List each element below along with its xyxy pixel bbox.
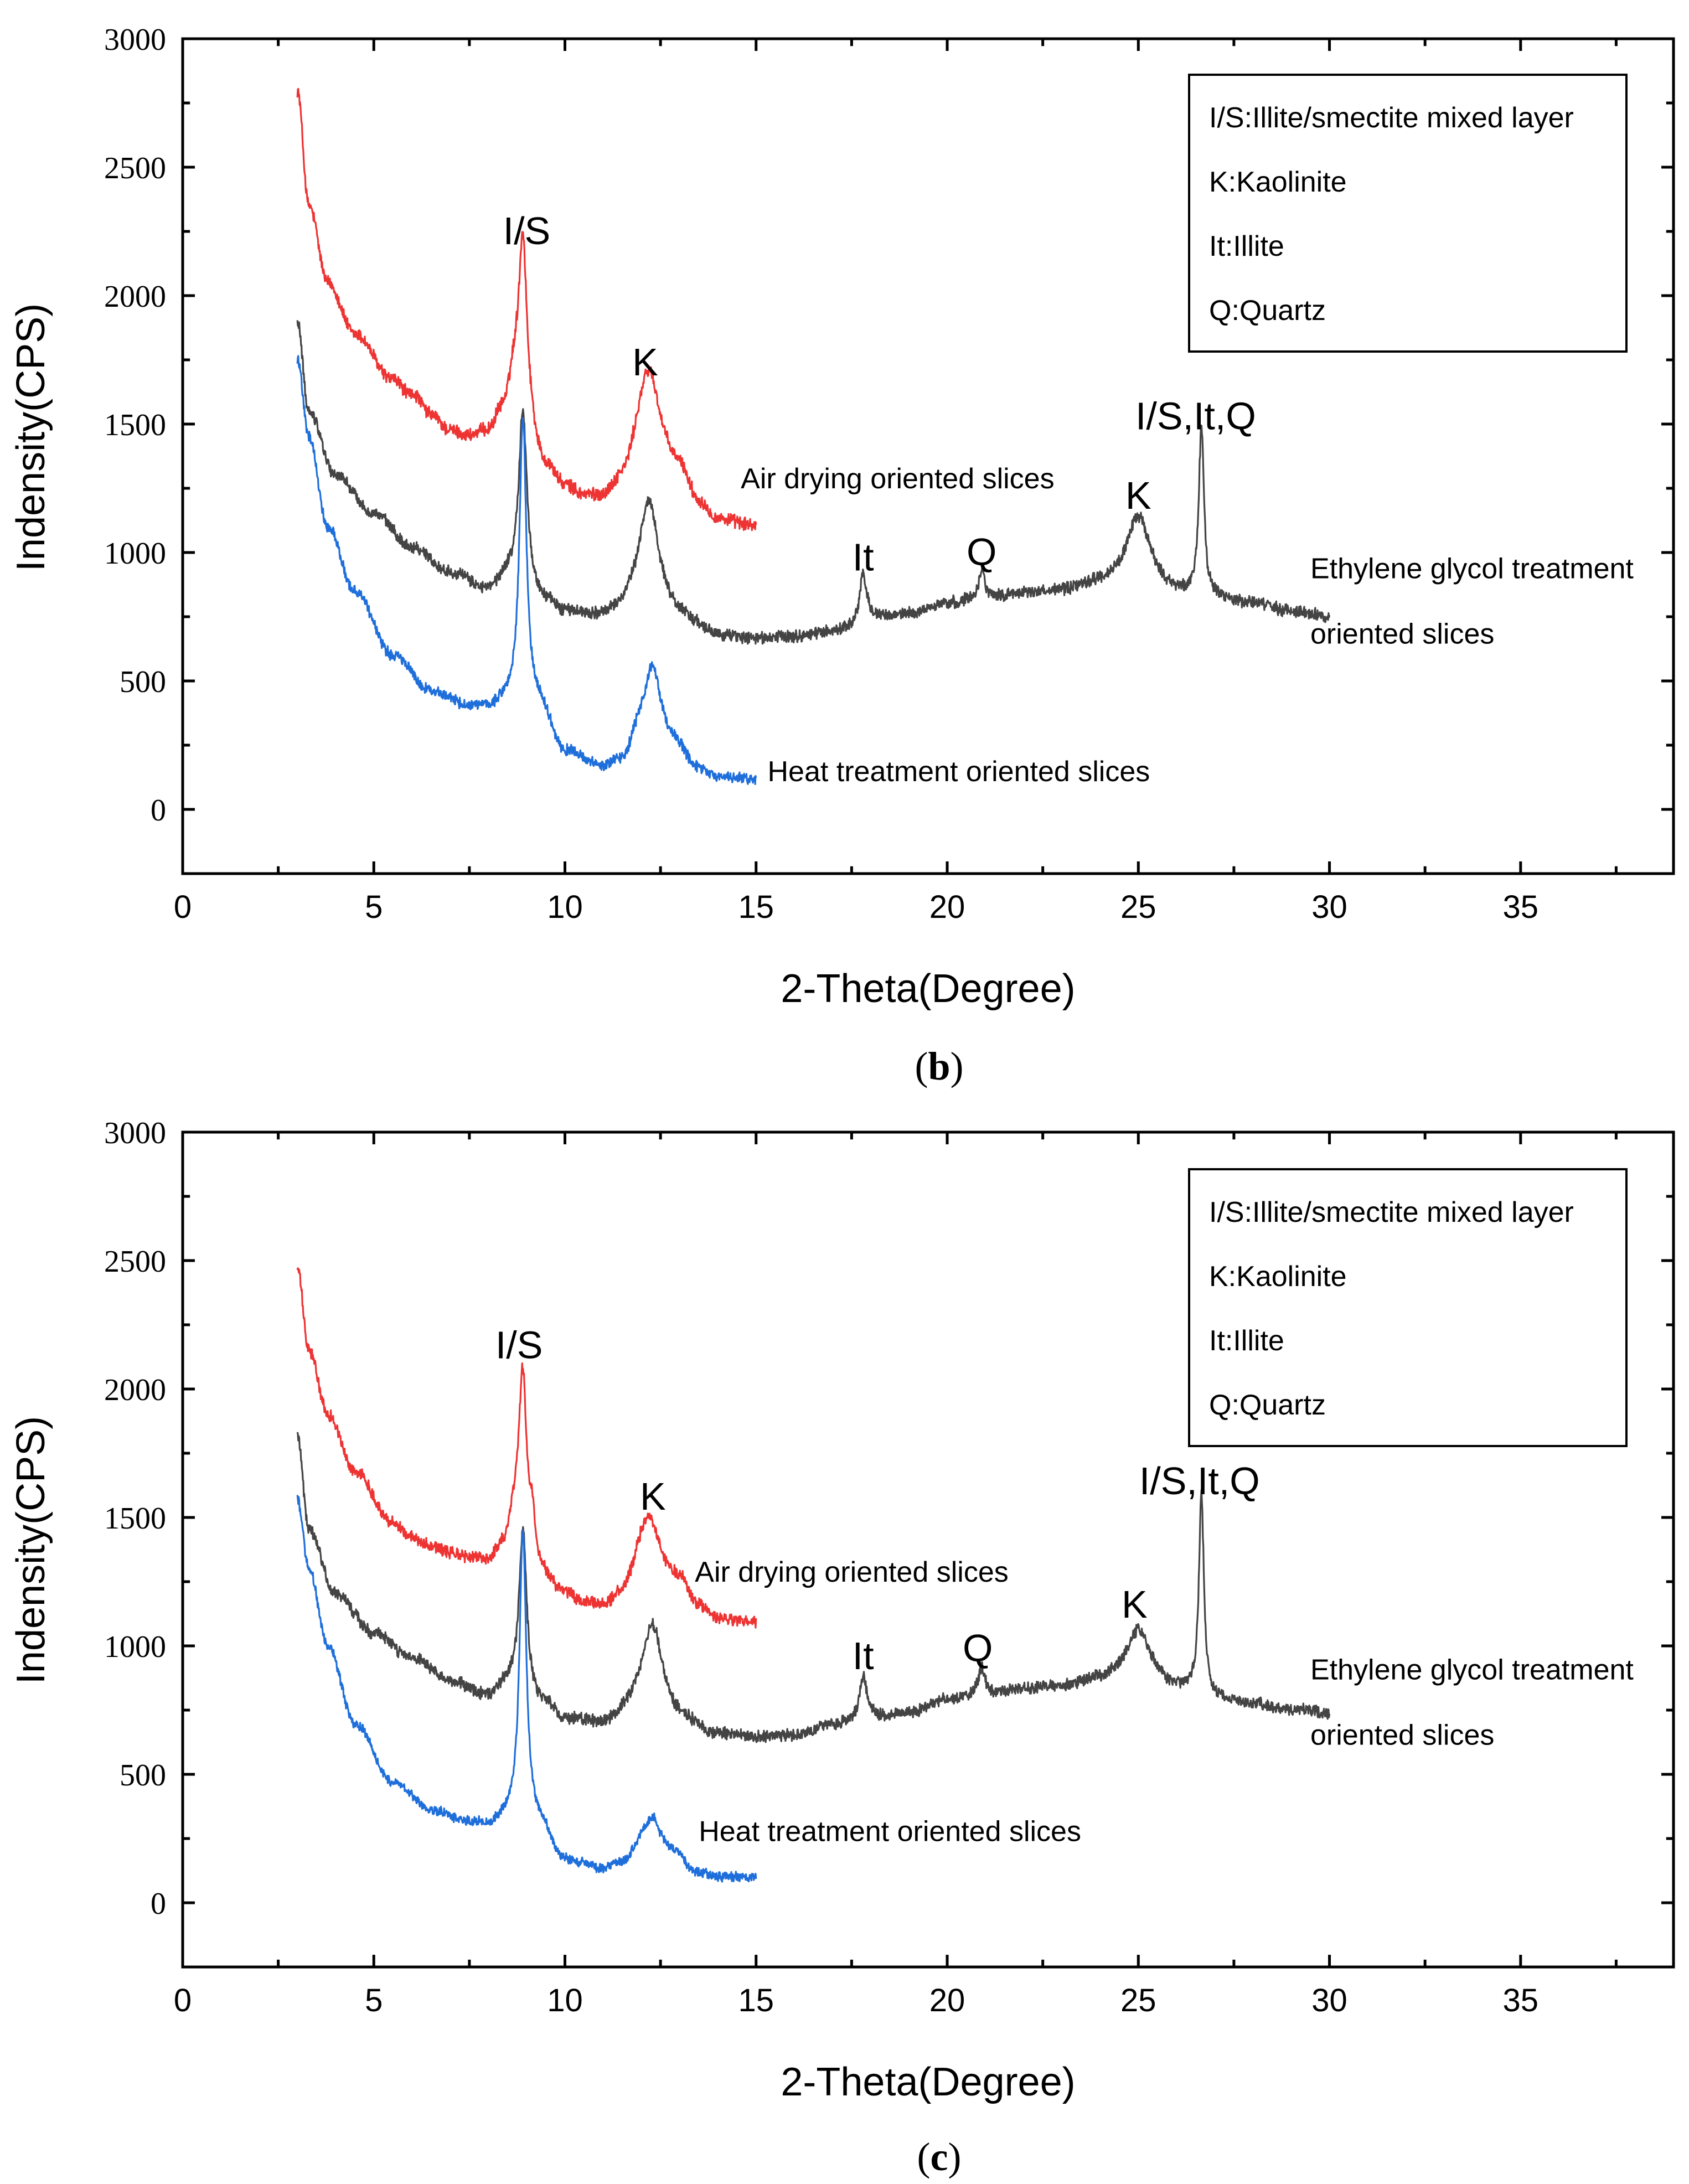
- x-tick-label: 30: [1311, 889, 1347, 925]
- series-line-2: [296, 320, 1331, 645]
- legend-item: It:Illite: [1209, 1325, 1284, 1357]
- legend-item: K:Kaolinite: [1209, 1261, 1347, 1293]
- legend: I/S:Illite/smectite mixed layer K:Kaolini…: [1188, 74, 1628, 353]
- y-tick-label: 2000: [104, 1373, 166, 1407]
- peak-annotation: K: [1125, 474, 1151, 517]
- peak-annotation: Q: [967, 530, 996, 574]
- plot-frame: [181, 37, 1675, 875]
- legend-item: I/S:Illite/smectite mixed layer: [1209, 102, 1574, 134]
- x-tick-label: 10: [547, 889, 583, 925]
- y-axis-title: Indensity(CPS): [9, 1416, 53, 1684]
- y-tick-label: 2000: [104, 280, 166, 314]
- series-label-3: Heat treatment oriented slices: [767, 756, 1150, 788]
- x-tick-label: 20: [929, 889, 965, 925]
- legend-item: Q:Quartz: [1209, 295, 1326, 327]
- y-tick-label: 1500: [104, 1501, 166, 1536]
- x-tick-label: 25: [1120, 889, 1156, 925]
- series-label-2: oriented slices: [1310, 618, 1494, 650]
- y-tick-label: 2500: [104, 1245, 166, 1279]
- peak-annotation: K: [1122, 1583, 1148, 1626]
- peak-annotation: I/S: [503, 209, 551, 252]
- series-label-1: Air drying oriented slices: [695, 1556, 1008, 1588]
- xrd-panel-b: 0 5 10 15 20 25 30 35 0 500 1000 1500 2000 2500 3000 2-…: [9, 23, 1675, 1088]
- panel-label: (b): [915, 1044, 963, 1088]
- series-line-2: [296, 1432, 1331, 1743]
- legend-item: It:Illite: [1209, 230, 1284, 262]
- peak-annotation: K: [640, 1475, 666, 1518]
- series-line-3: [296, 355, 757, 786]
- y-tick-label: 1500: [104, 408, 166, 442]
- series-line-3: [296, 1495, 757, 1883]
- legend-box: [1188, 74, 1628, 353]
- x-tick-label: 35: [1503, 889, 1539, 925]
- x-tick-label: 20: [929, 1982, 965, 2018]
- y-tick-label: 1000: [104, 1630, 166, 1664]
- peak-annotation: It: [853, 535, 874, 579]
- series-line-1: [296, 87, 757, 531]
- series-label-2: Ethylene glycol treatment: [1310, 1654, 1634, 1686]
- legend-item: K:Kaolinite: [1209, 166, 1347, 198]
- y-tick-label: 0: [151, 1887, 166, 1921]
- panel-label: (c): [917, 2135, 962, 2179]
- x-tick-label: 10: [547, 1982, 583, 2018]
- x-tick-label: 5: [365, 889, 383, 925]
- x-tick-label: 0: [174, 889, 192, 925]
- y-tick-label: 500: [120, 665, 166, 699]
- y-tick-label: 3000: [104, 23, 166, 57]
- peak-annotation: It: [853, 1634, 874, 1677]
- series-label-3: Heat treatment oriented slices: [699, 1816, 1081, 1848]
- x-axis-title: 2-Theta(Degree): [781, 2060, 1075, 2104]
- peak-annotation: K: [632, 340, 658, 384]
- legend-box: [1188, 1168, 1628, 1447]
- x-tick-label: 25: [1120, 1982, 1156, 2018]
- series-label-2: oriented slices: [1310, 1719, 1494, 1751]
- x-tick-label: 30: [1311, 1982, 1347, 2018]
- xrd-panel-c: 0 5 10 15 20 25 30 35 0 500 1000 1500 2000 2500 3000 2-…: [9, 1116, 1675, 2179]
- y-axis-title: Indensity(CPS): [9, 303, 53, 571]
- legend-item: I/S:Illite/smectite mixed layer: [1209, 1196, 1574, 1228]
- x-tick-label: 5: [365, 1982, 383, 2018]
- peak-annotation: I/S,It,Q: [1135, 394, 1256, 437]
- y-tick-label: 3000: [104, 1116, 166, 1150]
- peak-annotation: I/S,It,Q: [1139, 1459, 1260, 1503]
- legend: I/S:Illite/smectite mixed layer K:Kaolini…: [1188, 1168, 1628, 1447]
- series-line-1: [296, 1267, 757, 1629]
- x-tick-label: 35: [1503, 1982, 1539, 2018]
- x-tick-label: 15: [738, 1982, 774, 2018]
- y-tick-label: 2500: [104, 151, 166, 185]
- series-label-1: Air drying oriented slices: [741, 463, 1054, 495]
- peak-annotation: I/S: [495, 1323, 543, 1366]
- x-tick-label: 15: [738, 889, 774, 925]
- peak-annotation: Q: [963, 1627, 993, 1670]
- plot-frame: [181, 1130, 1675, 1969]
- series-label-2: Ethylene glycol treatment: [1310, 553, 1634, 585]
- y-tick-label: 0: [151, 793, 166, 828]
- y-tick-label: 500: [120, 1758, 166, 1793]
- y-tick-label: 1000: [104, 536, 166, 571]
- x-tick-label: 0: [174, 1982, 192, 2018]
- legend-item: Q:Quartz: [1209, 1389, 1326, 1421]
- x-axis-title: 2-Theta(Degree): [781, 967, 1075, 1011]
